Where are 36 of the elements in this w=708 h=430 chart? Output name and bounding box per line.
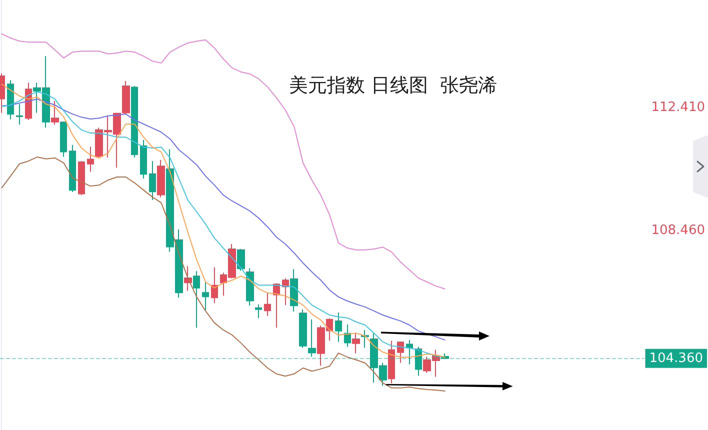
- candlestick: [157, 159, 165, 198]
- y-tick-label: 112.410: [651, 100, 706, 115]
- candlestick: [406, 339, 413, 365]
- candlestick: [388, 340, 395, 384]
- candlestick: [149, 160, 156, 201]
- y-tick-label: 108.460: [651, 223, 706, 238]
- ref-line-label: 104.360: [649, 350, 704, 366]
- candlestick: [211, 266, 218, 304]
- candlestick: [51, 100, 59, 126]
- candlestick: [397, 341, 404, 364]
- line-series: [1, 156, 446, 392]
- candlestick: [361, 329, 369, 348]
- candlestick: [352, 332, 360, 354]
- candlestick: [237, 248, 245, 272]
- candlestick: [282, 278, 289, 306]
- candlestick: [308, 318, 316, 358]
- candlestick: [335, 312, 342, 342]
- candlestick: [69, 144, 76, 192]
- candlestick: [87, 146, 94, 172]
- text: 美元指数 日线图 张尧浠: [289, 74, 498, 96]
- candlestick: [246, 268, 254, 306]
- candlestick: [264, 292, 271, 316]
- candlestick: [202, 281, 209, 311]
- candlestick: [60, 121, 67, 158]
- candlestick: [344, 324, 351, 348]
- candlestick: [290, 268, 298, 312]
- candlestick: [131, 86, 138, 158]
- candlestick: [299, 308, 307, 348]
- candlestick: [415, 346, 422, 376]
- candlestick: [184, 266, 192, 292]
- candlestick: [16, 104, 23, 126]
- candlestick: [140, 139, 147, 180]
- candlestick: [78, 160, 85, 196]
- candlestick: [7, 80, 14, 120]
- candlestick: [193, 270, 200, 328]
- candlestick: [255, 304, 262, 319]
